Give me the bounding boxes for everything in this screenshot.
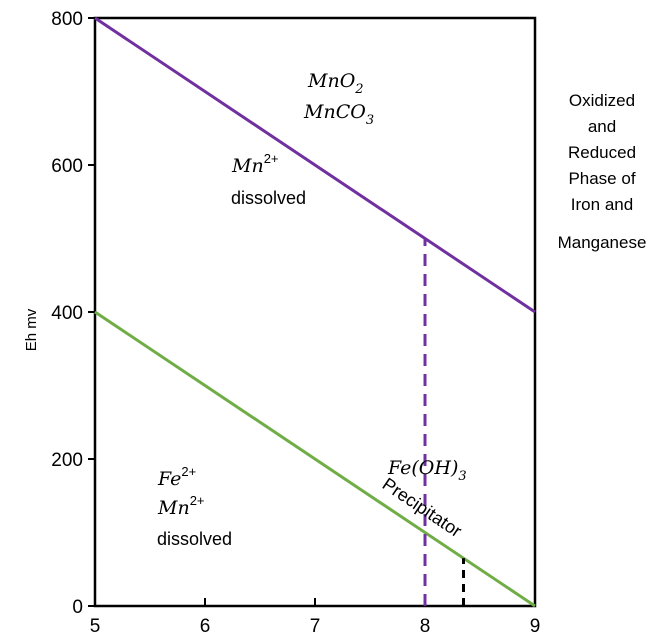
annotation-mno2: MnO2	[307, 70, 364, 97]
side-text-line-3: Reduced	[568, 143, 636, 162]
y-tick-label: 200	[51, 450, 83, 471]
side-text: Oxidized and Reduced Phase of Iron and M…	[558, 91, 647, 252]
side-text-line-6: Manganese	[558, 233, 647, 252]
annotation-fe-lower-sup: 2+	[181, 464, 196, 479]
annotation-mn-lower: Mn2+	[157, 493, 205, 519]
y-tick-label: 400	[51, 303, 83, 324]
reference-lines	[423, 238, 465, 606]
x-tick-label: 9	[530, 616, 541, 637]
x-tick-label: 8	[420, 616, 431, 637]
y-tick-label: 600	[51, 156, 83, 177]
annotation-mn-lower-base: Mn	[157, 497, 190, 519]
annotation-mno2-base: MnO	[307, 70, 356, 92]
x-tick-label: 5	[90, 616, 101, 637]
side-text-line-4: Phase of	[568, 169, 635, 188]
annotation-feoh3-sub: 3	[458, 469, 466, 484]
annotation-feoh3: Fe(OH)3	[387, 457, 467, 484]
series-layer	[94, 16, 536, 608]
x-axis-ticks: 5 6 7 8 9	[90, 598, 541, 637]
annotation-mn-upper-sup: 2+	[264, 151, 279, 166]
annotation-mn-upper-label: dissolved	[231, 188, 306, 208]
side-text-line-5: Iron and	[571, 195, 633, 214]
annotation-feoh3-base: Fe(OH)	[387, 457, 458, 479]
annotation-mn-upper-base: Mn	[231, 155, 264, 177]
series-line-mn	[94, 16, 536, 314]
side-text-line-2: and	[588, 117, 616, 136]
annotation-mnco3-sub: 3	[366, 113, 374, 128]
y-tick-label: 800	[51, 9, 83, 30]
annotation-mnco3-base: MnCO	[303, 101, 366, 123]
annotation-mn-lower-sup: 2+	[190, 493, 205, 508]
annotation-fe-lower-base: Fe	[157, 468, 181, 490]
side-text-line-1: Oxidized	[569, 91, 635, 110]
annotation-mnco3: MnCO3	[303, 101, 374, 128]
y-axis-ticks: 0 200 400 600 800	[51, 9, 95, 618]
series-line-fe	[94, 310, 536, 608]
y-tick-label: 0	[72, 597, 83, 618]
x-tick-label: 7	[310, 616, 321, 637]
annotation-mn-lower-label: dissolved	[157, 529, 232, 549]
annotation-mn-upper: Mn2+	[231, 151, 279, 177]
annotation-mno2-sub: 2	[354, 82, 363, 97]
x-tick-label: 6	[200, 616, 211, 637]
annotation-fe-lower: Fe2+	[157, 464, 196, 490]
y-axis-label: Eh mv	[23, 308, 40, 351]
